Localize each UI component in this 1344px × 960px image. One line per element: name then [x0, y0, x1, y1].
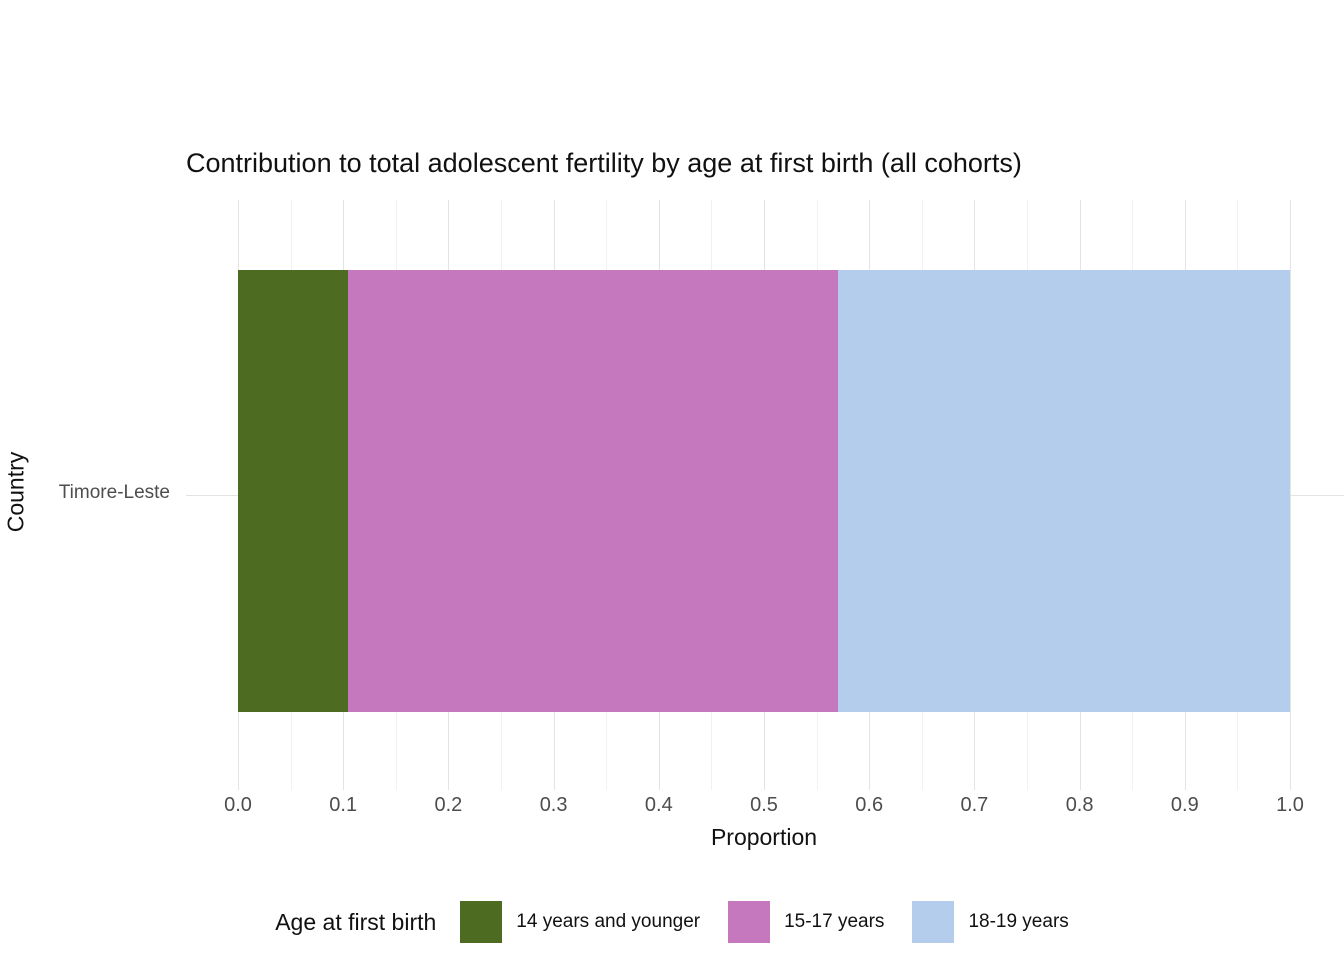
major-gridline: [1290, 200, 1291, 790]
x-tick-label: 0.7: [960, 794, 989, 816]
x-tick-label: 0.8: [1065, 794, 1094, 816]
stacked-bar: [238, 270, 1290, 712]
bar-segment-18-19-years: [837, 270, 1290, 712]
legend-label: 15-17 years: [784, 911, 885, 932]
x-tick-label: 0.6: [855, 794, 884, 816]
legend-swatch-icon: [460, 901, 503, 943]
chart-title: Contribution to total adolescent fertili…: [186, 148, 1022, 178]
legend-swatch-icon: [912, 901, 955, 943]
y-tick-label-country: Timore-Leste: [58, 482, 170, 503]
x-axis-title: Proportion: [710, 824, 818, 850]
bar-segment-15-17-years: [348, 270, 838, 712]
legend-label: 14 years and younger: [516, 911, 701, 932]
legend-item: 18-19 years: [912, 901, 1069, 943]
legend-items: 14 years and younger 15-17 years 18-19 yea…: [460, 901, 1069, 943]
plot-panel: [186, 200, 1344, 790]
plot-scale: [238, 200, 1291, 790]
legend-item: 15-17 years: [728, 901, 884, 943]
x-tick-label: 0.2: [434, 794, 463, 816]
x-tick-label: 1.0: [1276, 794, 1304, 816]
legend-swatch-icon: [728, 901, 771, 943]
legend-label: 18-19 years: [968, 911, 1069, 932]
x-tick-label: 0.5: [750, 794, 778, 816]
x-tick-label: 0.0: [224, 794, 252, 816]
x-tick-labels: 0.0 0.1 0.2 0.3 0.4 0.5 0.6 0.7 0.8 0.9 1.0: [224, 794, 1304, 820]
x-tick-label: 0.3: [539, 794, 568, 816]
x-tick-label: 0.9: [1170, 794, 1199, 816]
legend-title: Age at first birth: [275, 908, 437, 935]
legend: Age at first birth 14 years and younger 1…: [0, 896, 1344, 948]
bar-segment-14-years-and-younger: [238, 270, 349, 712]
x-tick-label: 0.4: [644, 794, 673, 816]
x-tick-label: 0.1: [329, 794, 358, 816]
legend-item: 14 years and younger: [460, 901, 700, 943]
